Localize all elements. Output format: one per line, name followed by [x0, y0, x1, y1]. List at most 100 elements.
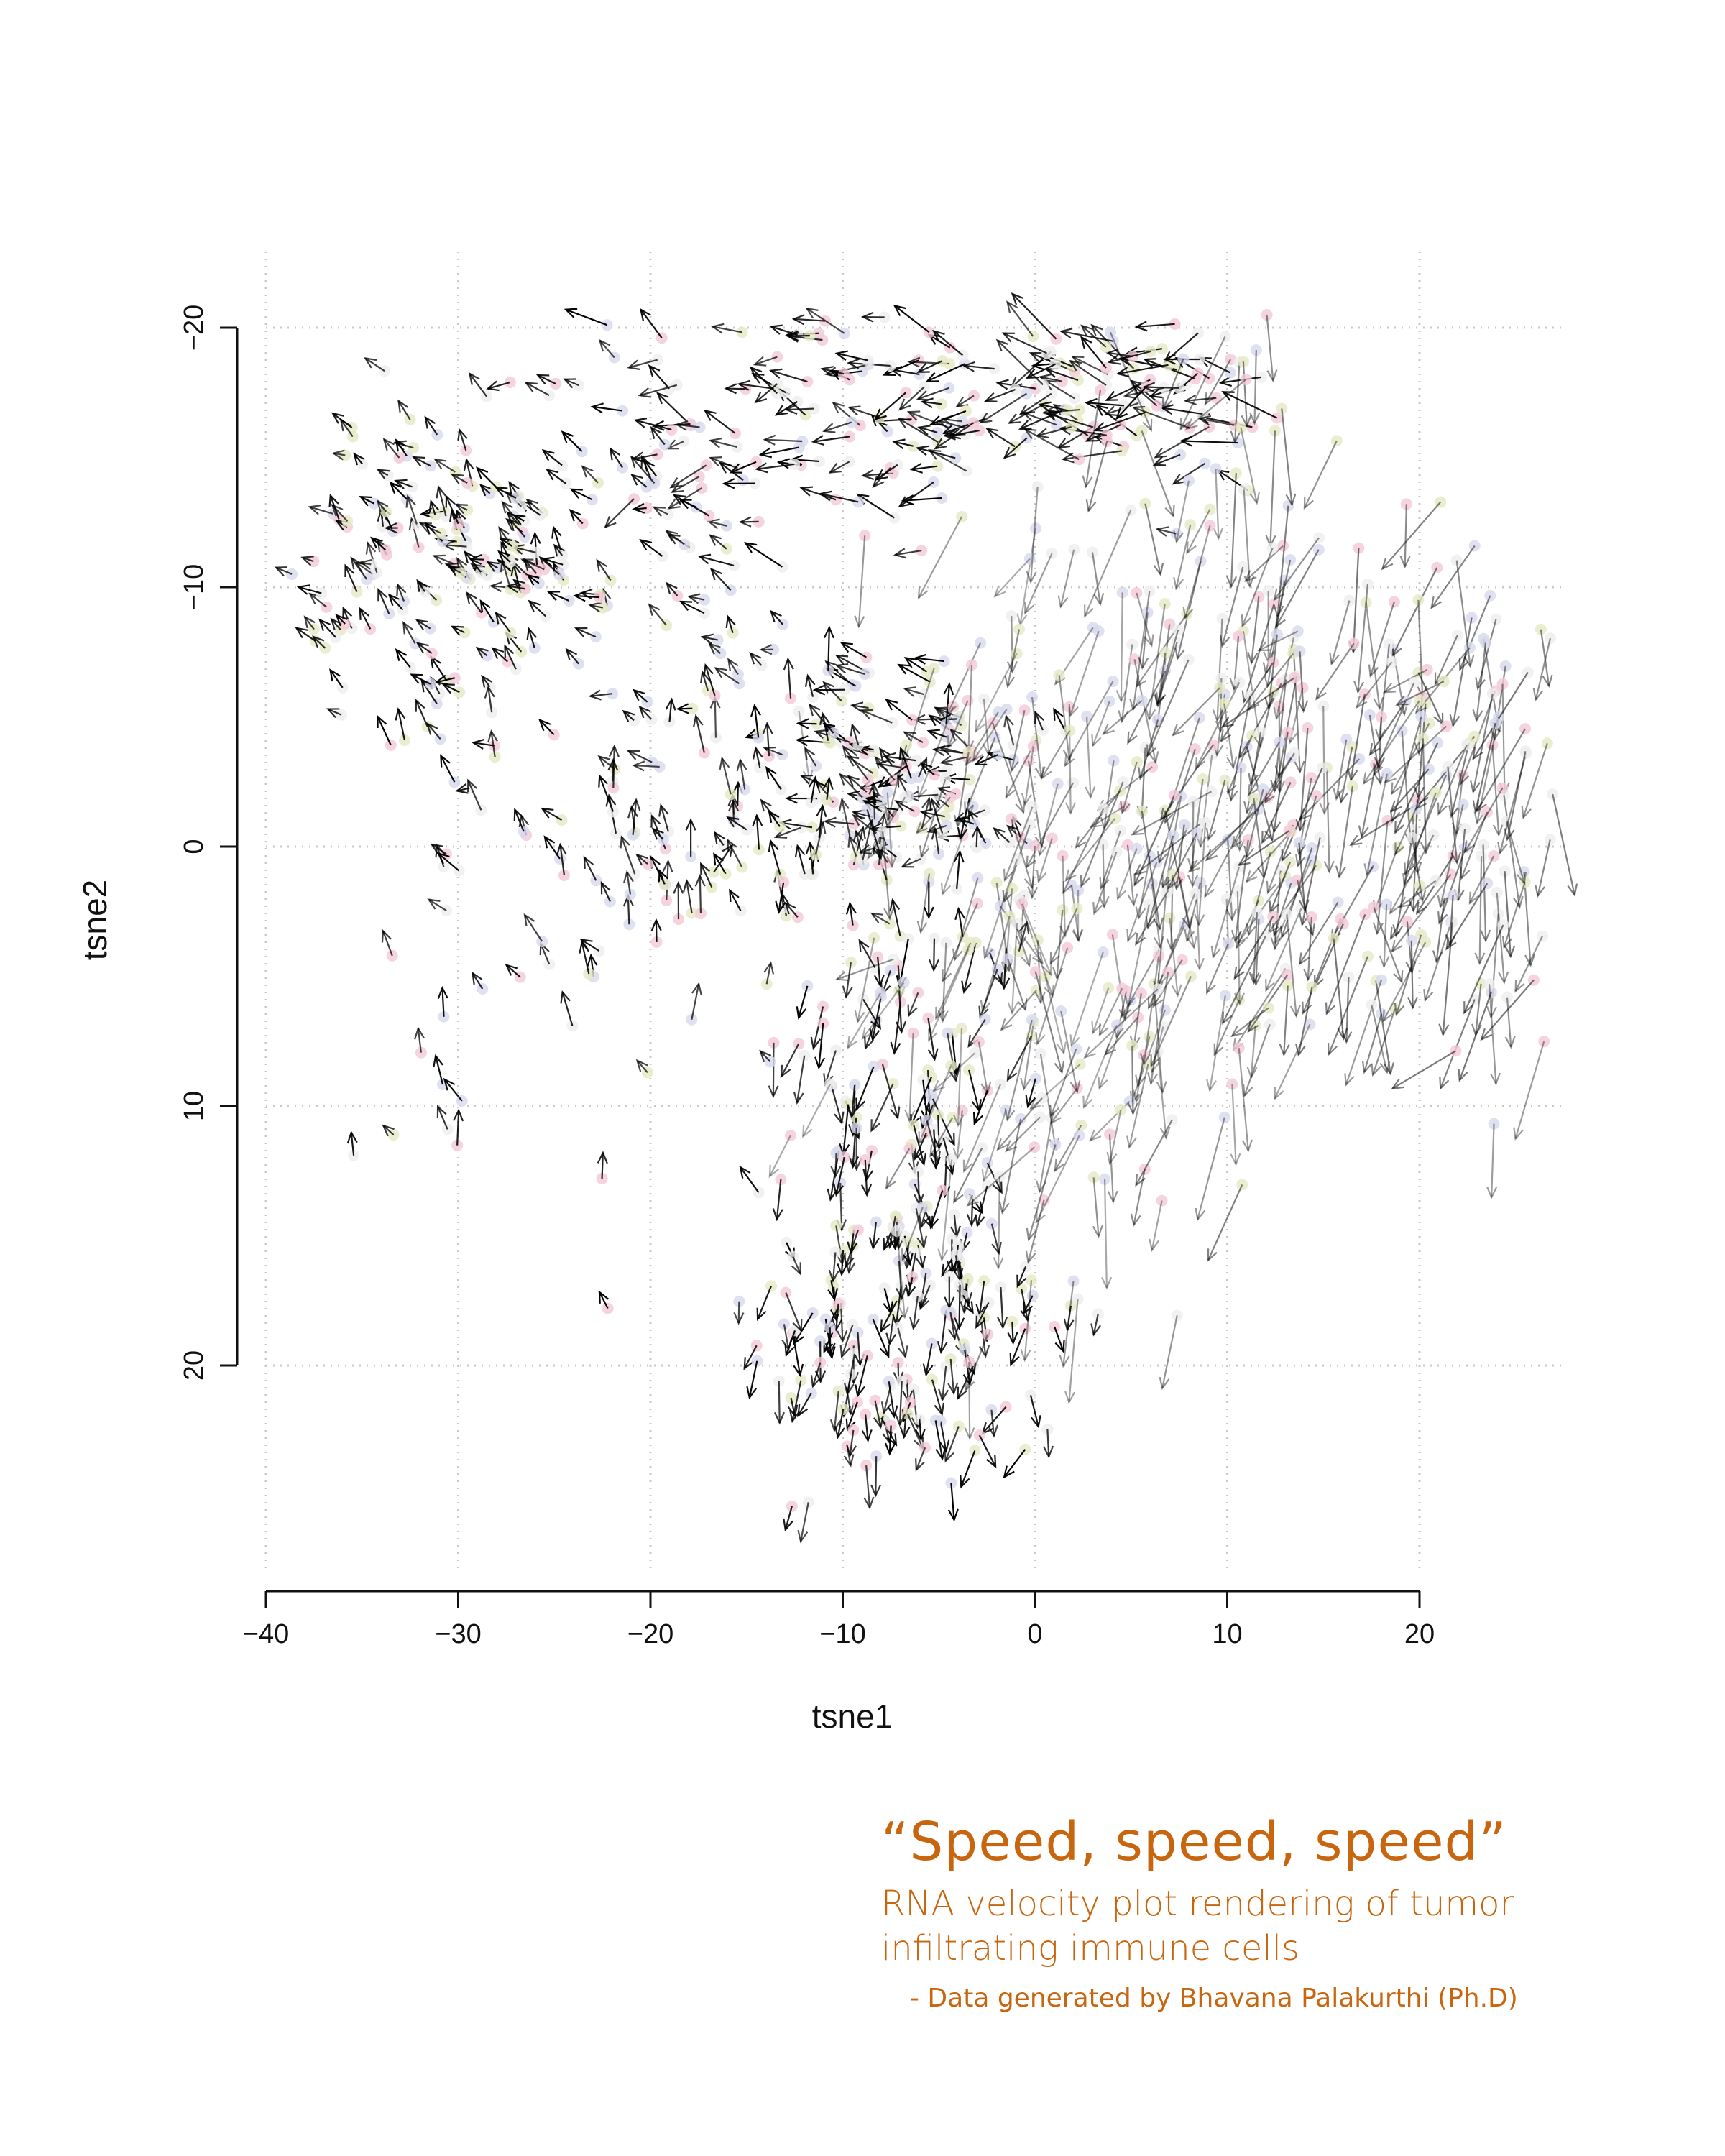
velocity-arrow-shaft [813, 436, 850, 443]
cell-point [1206, 749, 1218, 761]
velocity-arrow-shaft [865, 1465, 871, 1508]
y-tick-label: −10 [179, 564, 209, 610]
velocity-arrow-head [808, 703, 821, 717]
velocity-arrow-head [1064, 1391, 1076, 1404]
velocity-arrow-shaft [1109, 1109, 1122, 1164]
velocity-arrow-shaft [1397, 681, 1445, 706]
velocity-arrow-head [935, 1447, 947, 1461]
velocity-arrow-head [1127, 1102, 1138, 1116]
velocity-arrow-head [1504, 945, 1516, 959]
velocity-arrow-head [1184, 418, 1198, 430]
velocity-arrow-shaft [739, 760, 746, 790]
velocity-arrow-head [1327, 1043, 1338, 1056]
velocity-arrow-head [1230, 430, 1241, 444]
velocity-arrow-head [928, 1028, 938, 1043]
velocity-arrow-head [1085, 499, 1097, 513]
cell-point [976, 1142, 988, 1154]
velocity-arrow-shaft [783, 1324, 790, 1350]
cell-point [1184, 970, 1197, 982]
velocity-arrow-head [1266, 369, 1278, 383]
velocity-arrow-head [1295, 854, 1306, 868]
velocity-arrow-shaft [945, 683, 951, 725]
velocity-arrow-head [1274, 1087, 1284, 1101]
velocity-arrow-shaft [1023, 412, 1057, 426]
velocity-arrow-shaft [829, 1327, 832, 1354]
velocity-arrow-head [962, 361, 975, 372]
velocity-arrow-shaft [631, 474, 648, 488]
velocity-arrow-head [1149, 1238, 1159, 1253]
velocity-arrow-head [972, 1201, 984, 1215]
velocity-arrow-shaft [559, 844, 566, 876]
cell-point [1219, 331, 1231, 343]
velocity-arrow-shaft [1162, 1315, 1178, 1389]
velocity-arrow-head [395, 648, 408, 661]
velocity-arrow-shaft [1238, 1048, 1249, 1151]
velocity-arrow-shaft [1181, 440, 1238, 444]
velocity-arrow-shaft [443, 544, 467, 548]
cell-point [1064, 724, 1076, 737]
velocity-arrow-head [1007, 1332, 1018, 1345]
velocity-arrow-shaft [950, 1483, 955, 1520]
velocity-arrow-shaft [1243, 604, 1275, 702]
velocity-arrow-shaft [487, 686, 493, 713]
velocity-arrow-head [974, 1214, 985, 1228]
velocity-arrow-head [772, 1208, 783, 1222]
velocity-arrow-head [919, 762, 933, 775]
velocity-arrow-head [497, 550, 510, 563]
cell-point [1108, 755, 1120, 767]
velocity-arrow-head [1159, 808, 1172, 821]
velocity-arrow-head [700, 633, 714, 645]
velocity-arrow-head [1095, 404, 1108, 416]
velocity-arrow-shaft [1172, 687, 1220, 736]
velocity-arrow-shaft [581, 941, 590, 975]
velocity-arrow-head [898, 746, 909, 760]
velocity-arrow-shaft [918, 516, 963, 599]
velocity-arrow-shaft [895, 800, 915, 813]
cell-point [1187, 796, 1200, 808]
velocity-arrow-head [1098, 1023, 1109, 1037]
velocity-arrow-shaft [327, 708, 342, 716]
velocity-arrow-head [992, 1181, 1003, 1194]
velocity-arrow-head [1243, 845, 1255, 860]
velocity-arrow-head [656, 392, 669, 405]
velocity-arrow-head [873, 846, 884, 860]
velocity-arrow-shaft [648, 365, 670, 390]
velocity-arrow-shaft [382, 931, 393, 957]
velocity-arrow-head [1083, 1046, 1096, 1059]
velocity-arrow-shaft [915, 1208, 925, 1248]
velocity-arrow-shaft [500, 542, 510, 560]
velocity-arrow-head [447, 564, 461, 576]
velocity-arrow-shaft [858, 940, 876, 969]
velocity-arrow-head [1408, 899, 1420, 913]
velocity-arrow-head [928, 714, 942, 727]
velocity-arrow-head [996, 1138, 1009, 1151]
velocity-arrow-head [804, 746, 816, 760]
velocity-arrow-head [1450, 852, 1462, 865]
velocity-arrow-shaft [1040, 376, 1062, 382]
velocity-arrow-head [769, 324, 783, 335]
cell-point [990, 876, 1003, 888]
velocity-arrow-head [719, 756, 730, 770]
velocity-arrow-head [597, 1151, 608, 1164]
velocity-arrow-shaft [507, 512, 518, 523]
velocity-arrow-shaft [1491, 1123, 1495, 1198]
x-tick-label: 0 [1027, 1619, 1042, 1649]
cell-point [1114, 824, 1126, 837]
velocity-arrow-shaft [811, 1362, 822, 1387]
velocity-arrow-head [842, 985, 853, 999]
velocity-arrow-head [1126, 1135, 1137, 1149]
x-tick-label: −20 [627, 1619, 673, 1649]
velocity-arrow-shaft [997, 1176, 1001, 1268]
velocity-arrow-head [1358, 825, 1369, 839]
velocity-arrow-shaft [1255, 918, 1260, 985]
caption-credit: - Data generated by Bhavana Palakurthi (… [910, 1984, 1518, 2013]
cell-point [899, 791, 911, 803]
velocity-arrow-head [727, 658, 739, 671]
velocity-arrow-shaft [845, 962, 852, 998]
velocity-arrow-head [947, 428, 962, 440]
velocity-arrow-shaft [903, 731, 924, 744]
velocity-arrow-shaft [1267, 865, 1317, 934]
velocity-arrow-shaft [1034, 711, 1044, 731]
velocity-arrow-shaft [1143, 956, 1160, 1065]
cell-point [1218, 697, 1230, 709]
